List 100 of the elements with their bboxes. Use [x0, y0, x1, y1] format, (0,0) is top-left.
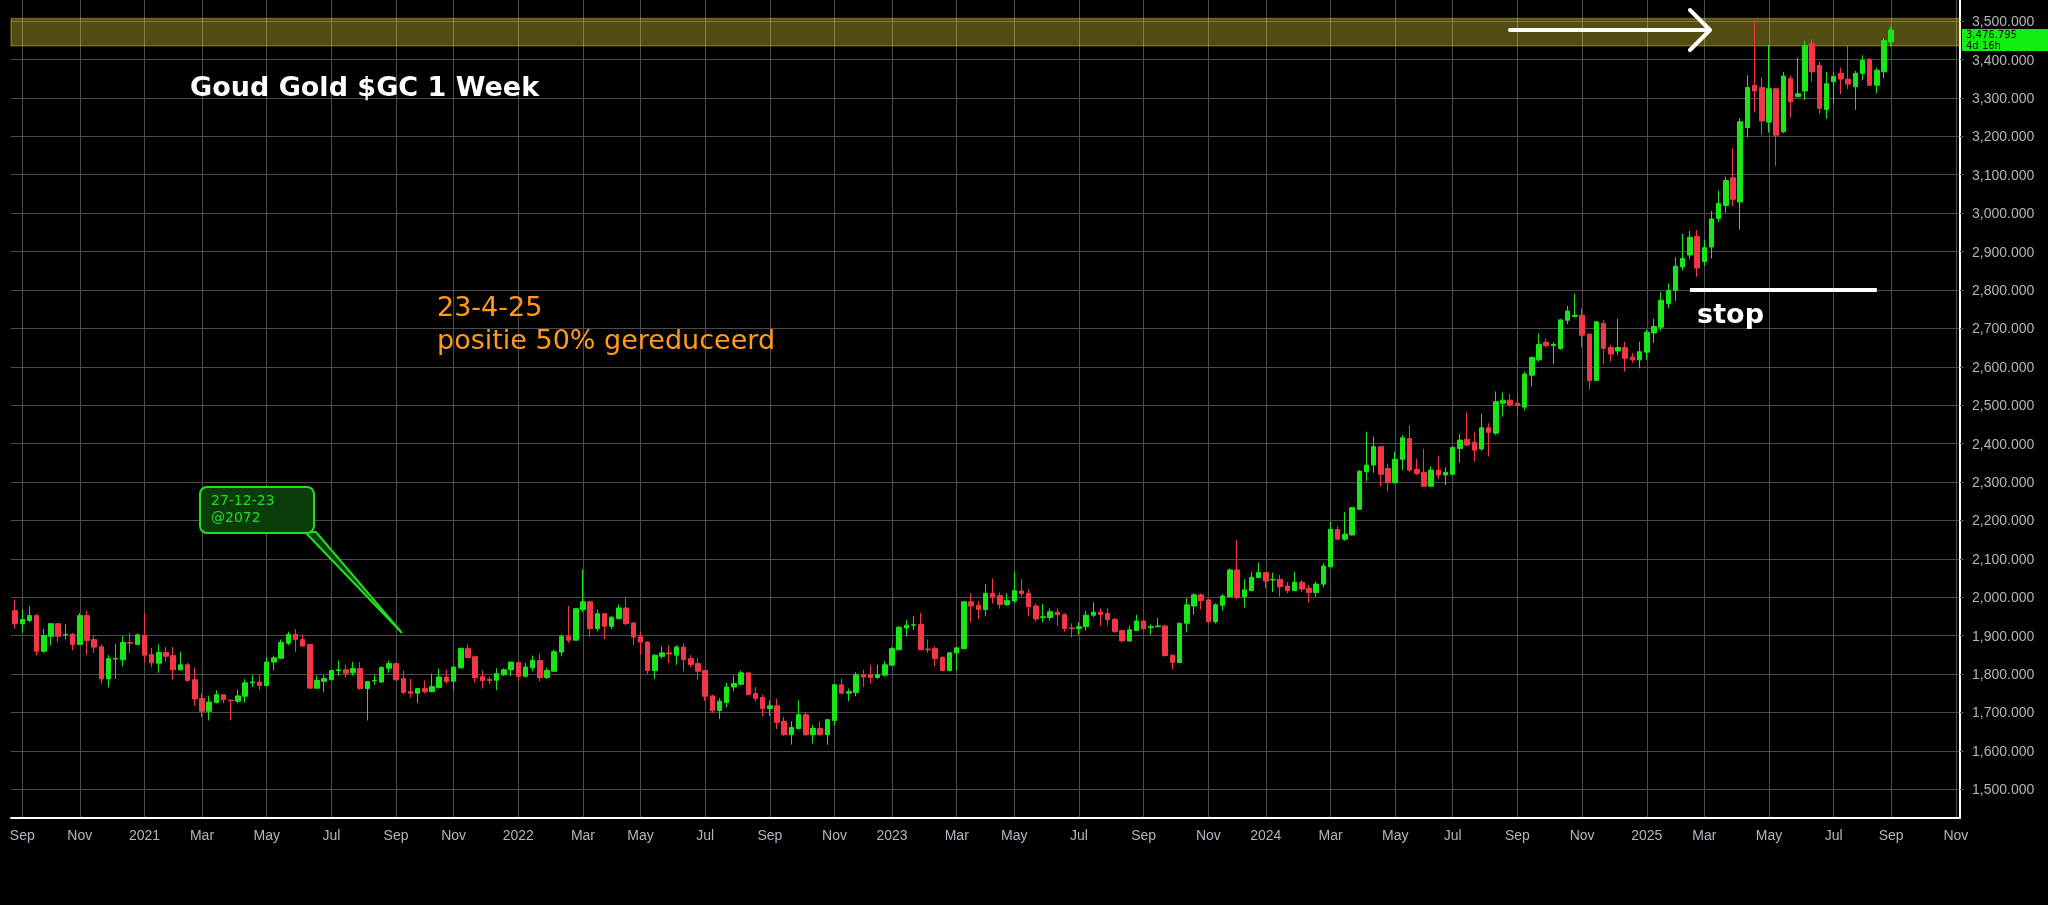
candlestick — [228, 699, 234, 721]
y-tick-label: 1,500.000 — [1972, 781, 2035, 798]
candlestick — [1371, 436, 1376, 474]
candlestick — [329, 669, 334, 681]
candlestick — [1694, 229, 1700, 278]
candlestick — [120, 635, 126, 667]
candlestick — [1558, 318, 1563, 350]
candlestick — [810, 724, 816, 744]
x-tick-label: Mar — [1318, 827, 1343, 843]
y-tick-label: 3,100.000 — [1972, 166, 2035, 183]
candlestick — [817, 720, 823, 737]
candlestick — [1321, 562, 1326, 588]
candlestick — [1177, 622, 1182, 663]
x-tick-label: Jul — [696, 827, 715, 843]
candlestick — [393, 662, 399, 682]
candlestick — [616, 603, 622, 620]
candlestick — [1853, 70, 1858, 111]
candlestick — [1587, 332, 1592, 390]
candlestick — [307, 643, 313, 689]
candlestick — [1737, 117, 1743, 231]
candlestick — [516, 660, 521, 682]
candlestick — [1392, 451, 1398, 484]
candlestick — [286, 631, 291, 646]
candlestick — [401, 670, 406, 695]
speech-bubble: 27-12-23 @2072 — [199, 486, 404, 634]
candlestick — [379, 665, 384, 684]
candlestick — [839, 678, 844, 695]
candlestick — [789, 720, 794, 746]
x-tick-label: Jul — [322, 827, 341, 843]
candlestick — [537, 653, 543, 682]
candlestick — [1335, 525, 1340, 541]
x-tick-label: Sep — [9, 827, 35, 843]
candlestick — [1263, 571, 1269, 589]
x-tick-label: 2023 — [876, 827, 908, 843]
candlestick — [710, 694, 715, 714]
candlestick — [559, 633, 564, 657]
candlestick — [645, 640, 650, 675]
candlestick — [1450, 446, 1455, 476]
x-tick-label: Sep — [1131, 827, 1157, 843]
candlestick — [1522, 371, 1527, 411]
candlestick — [408, 678, 413, 699]
candlestick — [127, 632, 133, 654]
candlestick — [767, 699, 773, 717]
candlestick — [1515, 391, 1520, 417]
candlestick — [1579, 308, 1585, 349]
y-tick-label: 1,600.000 — [1972, 742, 2035, 759]
candlestick — [566, 605, 571, 644]
candlestick — [681, 643, 686, 672]
x-tick-label: Mar — [944, 827, 970, 843]
candlestick — [1809, 38, 1815, 83]
candlestick — [1637, 341, 1642, 369]
candlestick — [293, 628, 298, 653]
candlestick — [1831, 71, 1836, 105]
x-tick-label: Mar — [189, 827, 215, 843]
candlestick — [1802, 40, 1808, 101]
candlestick — [1004, 592, 1010, 607]
candlestick — [1594, 320, 1599, 382]
candlestick — [1234, 539, 1240, 600]
candlestick — [1198, 592, 1204, 610]
candlestick — [666, 644, 672, 664]
candlestick — [530, 655, 535, 672]
y-tick-label: 1,800.000 — [1972, 665, 2035, 682]
candlestick — [1055, 607, 1060, 627]
candlestick — [1328, 521, 1333, 568]
candlestick — [444, 669, 449, 685]
candlestick — [106, 654, 111, 688]
candlestick — [365, 681, 370, 721]
candlestick — [796, 699, 801, 730]
candlestick — [55, 622, 61, 643]
candlestick — [20, 608, 25, 634]
candlestick — [717, 697, 722, 720]
y-tick-label: 2,800.000 — [1972, 281, 2035, 298]
x-tick-label: May — [1381, 827, 1409, 843]
candlestick — [1033, 602, 1039, 623]
candlestick — [494, 667, 499, 691]
y-tick-label: 2,700.000 — [1972, 320, 2035, 337]
candlestick — [1551, 341, 1556, 365]
candlestick — [861, 669, 866, 688]
candlestick — [156, 643, 162, 674]
candlestick — [587, 600, 593, 638]
candlestick — [149, 647, 154, 668]
candlestick — [947, 651, 952, 672]
candlestick — [746, 672, 751, 696]
text: 3,476.795 4d 16h — [1962, 29, 2048, 52]
candlestick — [1479, 413, 1484, 452]
candlestick — [724, 682, 729, 708]
x-tick-label: Sep — [383, 827, 409, 843]
candlestick — [961, 600, 967, 650]
candlestick — [257, 674, 262, 691]
candlestick — [832, 683, 837, 726]
candlestick — [1472, 431, 1477, 463]
y-tick-label: 3,000.000 — [1972, 205, 2035, 222]
candlestick — [386, 660, 392, 674]
candlestick — [1615, 318, 1621, 356]
candlestick — [1630, 352, 1635, 364]
x-tick-label: Sep — [1878, 827, 1904, 843]
candlestick — [487, 676, 492, 685]
candlestick — [1759, 77, 1765, 136]
candlestick — [1098, 607, 1103, 627]
candlestick — [1730, 147, 1736, 207]
